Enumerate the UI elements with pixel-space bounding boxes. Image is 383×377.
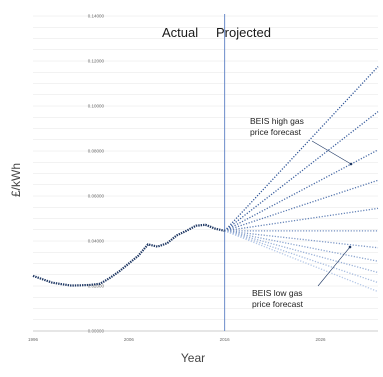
projected-series-line (224, 111, 379, 232)
y-axis-title: £/kWh (9, 163, 23, 197)
x-tick-label: 2026 (315, 337, 326, 342)
y-tick-label: 0.08000 (88, 149, 105, 154)
x-axis-title: Year (181, 351, 205, 365)
projected-series-line (224, 230, 379, 274)
y-tick-label: 0.14000 (88, 14, 105, 19)
series (32, 66, 379, 293)
annotation-arrow-low (317, 246, 351, 287)
x-tick-label: 2006 (124, 337, 135, 342)
projected-series-line (224, 207, 379, 232)
region-label-actual: Actual (162, 25, 198, 40)
annotation-low-forecast: BEIS low gas price forecast (252, 288, 304, 309)
projected-series-line (224, 230, 379, 249)
projected-series-line (224, 230, 379, 262)
y-tick-label: 0.02000 (88, 284, 105, 289)
y-tick-label: 0.10000 (88, 104, 105, 109)
annotation-arrowhead-low (348, 245, 352, 249)
x-tick-label: 1996 (28, 337, 39, 342)
annotation-line: price forecast (252, 299, 304, 309)
grid (33, 15, 378, 332)
projected-series-line (224, 230, 379, 293)
projected-series-line (224, 66, 379, 232)
annotation-line: BEIS low gas (252, 288, 303, 298)
annotation-arrow-high (311, 140, 352, 165)
x-tick-label: 2016 (220, 337, 231, 342)
projected-series-line (224, 149, 379, 232)
annotation-high-forecast: BEIS high gas price forecast (250, 116, 304, 137)
actual-series-line (32, 223, 225, 287)
annotation-line: BEIS high gas (250, 116, 304, 126)
annotation-arrowhead-high (349, 162, 353, 166)
y-tick-label: 0.12000 (88, 59, 105, 64)
y-tick-label: 0.04000 (88, 239, 105, 244)
annotation-line: price forecast (250, 127, 302, 137)
axes: 0.000000.020000.040000.060000.080000.100… (28, 14, 378, 342)
region-label-projected: Projected (216, 25, 271, 40)
projected-series-line (224, 230, 379, 284)
y-tick-label: 0.06000 (88, 194, 105, 199)
projected-series-line (224, 179, 379, 232)
